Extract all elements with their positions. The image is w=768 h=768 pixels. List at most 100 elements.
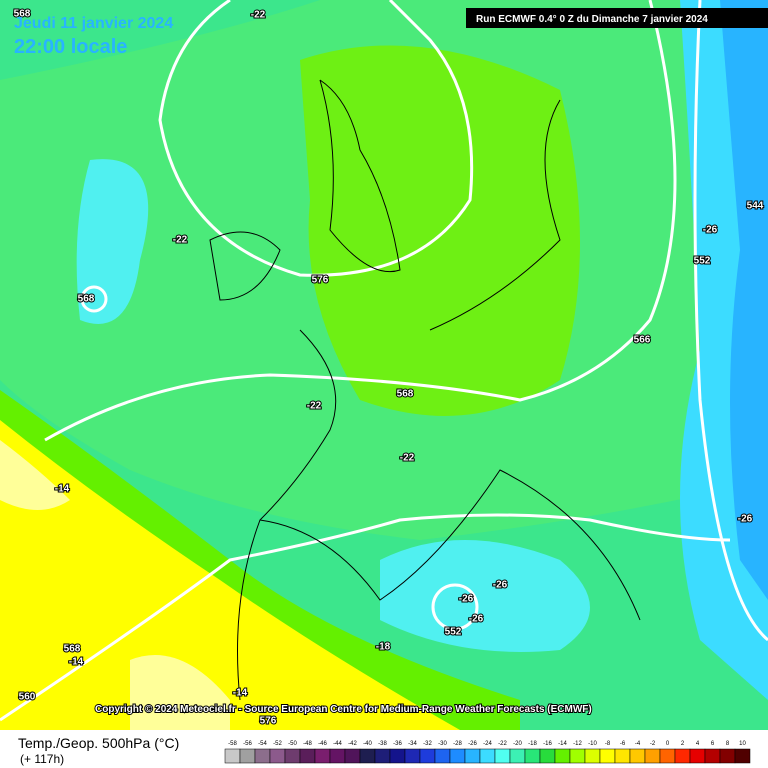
legend-label: -44 — [333, 741, 342, 747]
contour-label: -22 — [400, 453, 415, 464]
legend-swatch — [689, 748, 706, 764]
footer-title: Temp./Geop. 500hPa (°C) — [18, 735, 179, 751]
contour-label: 568 — [397, 389, 414, 400]
legend-label: -14 — [558, 741, 567, 747]
legend-swatch — [269, 748, 286, 764]
legend-label: -54 — [258, 741, 267, 747]
run-label: Run ECMWF 0.4° 0 Z du Dimanche 7 janvier… — [476, 14, 708, 25]
field-yellow — [0, 420, 460, 730]
contour-label: 566 — [634, 335, 651, 346]
legend-label: -34 — [408, 741, 417, 747]
legend-label: -32 — [423, 741, 432, 747]
field-cyan — [76, 159, 149, 324]
run-box — [466, 8, 768, 28]
legend-label: -50 — [288, 741, 297, 747]
legend-swatch — [344, 748, 361, 764]
legend-swatch — [539, 748, 556, 764]
legend-swatch — [404, 748, 421, 764]
legend: -58 -56 -54 -52 -50 -48 -46 -44 -42 -40 -38 -36 -34-… — [224, 741, 751, 764]
legend-swatch — [584, 748, 601, 764]
legend-swatch — [239, 748, 256, 764]
field-lightgreen — [300, 45, 580, 417]
legend-swatch — [644, 748, 661, 764]
contours — [0, 0, 768, 722]
contour-label: 576 — [312, 275, 329, 286]
field-paleyellow-2 — [130, 655, 230, 730]
contour-label: 568 — [78, 294, 95, 305]
legend-swatch — [479, 748, 496, 764]
field-cyan-med — [380, 540, 590, 652]
legend-label: -18 — [528, 741, 537, 747]
legend-swatch — [419, 748, 436, 764]
legend-label: 2 — [681, 741, 685, 747]
field-blue-east — [720, 0, 768, 600]
legend-label: -56 — [243, 741, 252, 747]
legend-label: 10 — [739, 741, 746, 747]
legend-swatch — [464, 748, 481, 764]
legend-swatch — [359, 748, 376, 764]
field-paleyellow — [0, 440, 70, 510]
legend-label: -8 — [605, 741, 611, 747]
legend-label: -30 — [438, 741, 447, 747]
legend-label: 4 — [696, 741, 700, 747]
contour-label: 568 — [14, 9, 31, 20]
footer-lead: (+ 117h) — [20, 752, 64, 766]
contour-label: -26 — [738, 514, 753, 525]
legend-label: 6 — [711, 741, 715, 747]
legend-swatch — [659, 748, 676, 764]
legend-label: -22 — [498, 741, 507, 747]
legend-swatch — [434, 748, 451, 764]
legend-label: -10 — [588, 741, 597, 747]
legend-label: -26 — [468, 741, 477, 747]
legend-swatch — [704, 748, 721, 764]
legend-label: -40 — [363, 741, 372, 747]
contour-label: 552 — [694, 256, 711, 267]
legend-swatch — [614, 748, 631, 764]
legend-label: -58 — [228, 741, 237, 747]
contour-label: 552 — [445, 627, 462, 638]
legend-label: 8 — [726, 741, 730, 747]
contour-label: -14 — [55, 484, 70, 495]
coastlines — [209, 79, 641, 701]
time-label: 22:00 locale — [14, 36, 127, 58]
legend-label: -2 — [650, 741, 656, 747]
legend-swatch — [629, 748, 646, 764]
legend-swatch — [524, 748, 541, 764]
legend-swatch — [494, 748, 511, 764]
legend-label: -16 — [543, 741, 552, 747]
legend-swatch — [224, 748, 241, 764]
legend-swatch — [734, 748, 751, 764]
legend-swatch — [299, 748, 316, 764]
legend-swatch — [554, 748, 571, 764]
legend-label: -36 — [393, 741, 402, 747]
legend-label: -42 — [348, 741, 357, 747]
legend-label: -20 — [513, 741, 522, 747]
contour-label: -22 — [173, 235, 188, 246]
contour-label: -26 — [459, 594, 474, 605]
legend-label: -24 — [483, 741, 492, 747]
contour-label: -22 — [307, 401, 322, 412]
copyright: Copyright © 2024 Meteociel.fr - Source E… — [95, 704, 592, 715]
legend-label: -4 — [635, 741, 641, 747]
contour-label: -26 — [469, 614, 484, 625]
contour-label: 576 — [260, 716, 277, 727]
contour-label: -14 — [69, 657, 84, 668]
legend-swatch — [599, 748, 616, 764]
contour-label: -14 — [233, 688, 248, 699]
legend-swatch — [329, 748, 346, 764]
legend-swatch — [374, 748, 391, 764]
date-label: Jeudi 11 janvier 2024 — [14, 15, 173, 32]
legend-swatch — [569, 748, 586, 764]
legend-swatch — [674, 748, 691, 764]
legend-label: -38 — [378, 741, 387, 747]
legend-swatch — [284, 748, 301, 764]
contour-label: 568 — [64, 644, 81, 655]
contour-label: -18 — [376, 642, 391, 653]
legend-label: -46 — [318, 741, 327, 747]
legend-label: 0 — [666, 741, 670, 747]
contour-label: 544 — [747, 201, 764, 212]
legend-swatch — [449, 748, 466, 764]
legend-label: -52 — [273, 741, 282, 747]
contour-label: 560 — [19, 692, 36, 703]
